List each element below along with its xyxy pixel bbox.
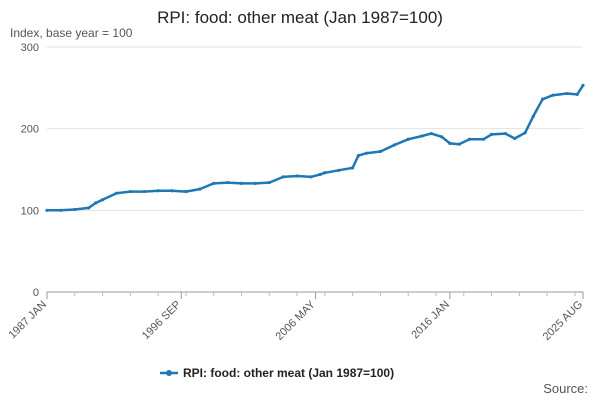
- y-axis: 0 100 200 300: [21, 42, 39, 299]
- data-point: [565, 91, 569, 96]
- data-point: [267, 180, 271, 185]
- data-point: [170, 189, 174, 193]
- grid-lines: [47, 46, 583, 211]
- data-point: [551, 93, 555, 97]
- data-point: [575, 92, 579, 96]
- data-point: [440, 135, 444, 139]
- data-point: [523, 131, 527, 135]
- data-point: [59, 208, 63, 212]
- data-point: [295, 174, 299, 178]
- x-tick-label: 2006 MAY: [273, 298, 318, 343]
- y-axis-subtitle: Index, base year = 100: [10, 26, 133, 40]
- data-point: [318, 172, 322, 176]
- data-point: [513, 136, 517, 141]
- data-point: [114, 191, 119, 195]
- x-tick-label: 2025 AUG: [541, 299, 585, 343]
- data-point: [406, 137, 410, 141]
- data-point: [212, 181, 216, 185]
- x-tick-label: 1987 JAN: [6, 299, 49, 342]
- legend[interactable]: RPI: food: other meat (Jan 1987=100): [160, 366, 394, 380]
- data-point: [253, 181, 257, 185]
- y-tick-label: 300: [21, 42, 39, 54]
- y-tick-label: 100: [21, 205, 39, 217]
- data-point: [94, 201, 98, 205]
- data-point: [489, 132, 494, 136]
- chart-title: RPI: food: other meat (Jan 1987=100): [157, 8, 443, 27]
- source-label: Source:: [543, 381, 588, 396]
- data-point: [337, 168, 341, 172]
- data-point: [225, 180, 230, 185]
- legend-label[interactable]: RPI: food: other meat (Jan 1987=100): [183, 366, 394, 380]
- data-point: [156, 189, 160, 193]
- x-tick-label: 2016 JAN: [409, 299, 452, 342]
- data-point: [309, 175, 313, 179]
- x-axis: 1987 JAN 1996 SEP 2006 MAY 2016 JAN 2025 AUG: [6, 291, 585, 343]
- data-point: [356, 154, 361, 158]
- data-point: [87, 206, 91, 210]
- data-point: [184, 189, 188, 194]
- data-point: [540, 97, 545, 101]
- data-point: [420, 134, 424, 138]
- data-point: [481, 137, 486, 141]
- data-point: [378, 149, 383, 154]
- data-point: [73, 207, 77, 212]
- data-point: [45, 208, 49, 212]
- data-point: [392, 143, 396, 147]
- data-point: [142, 189, 146, 194]
- data-point: [128, 189, 132, 194]
- data-point: [281, 175, 285, 179]
- legend-marker: [166, 370, 172, 376]
- data-point: [467, 137, 472, 141]
- series-layer: [45, 83, 585, 212]
- data-point: [503, 131, 508, 136]
- data-point: [198, 187, 202, 191]
- y-tick-label: 200: [21, 124, 39, 136]
- series-line: [45, 84, 585, 212]
- data-point: [239, 181, 244, 185]
- data-point: [100, 198, 105, 202]
- data-point: [457, 142, 461, 146]
- data-point: [351, 166, 355, 170]
- data-point: [429, 131, 433, 136]
- x-tick-label: 1996 SEP: [140, 299, 184, 343]
- data-point: [323, 171, 327, 175]
- data-point: [581, 83, 585, 87]
- data-point: [448, 141, 452, 145]
- y-tick-label: 0: [33, 287, 39, 299]
- data-point: [531, 114, 535, 119]
- data-point: [364, 151, 369, 155]
